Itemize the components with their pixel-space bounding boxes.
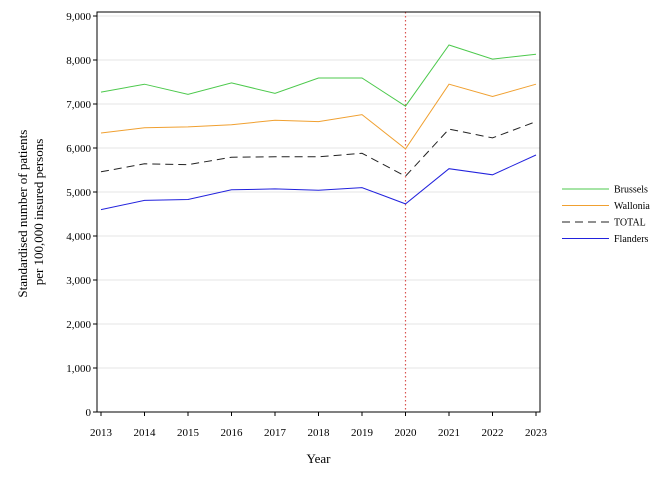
series-lines bbox=[100, 44, 537, 211]
x-tick-label: 2016 bbox=[221, 427, 244, 439]
y-tick-label: 8,000 bbox=[66, 55, 91, 67]
grid-lines bbox=[97, 15, 540, 369]
series-line-wallonia bbox=[100, 83, 537, 150]
x-axis-title: Year bbox=[307, 451, 332, 466]
y-tick-label: 7,000 bbox=[66, 99, 91, 111]
x-tick-label: 2013 bbox=[90, 427, 113, 439]
legend-label-total: TOTAL bbox=[614, 218, 646, 229]
plot-frame bbox=[96, 11, 541, 413]
y-tick-label: 1,000 bbox=[66, 363, 91, 375]
y-tick-label: 4,000 bbox=[66, 231, 91, 243]
x-tick-label: 2021 bbox=[438, 427, 460, 439]
x-tick-label: 2018 bbox=[308, 427, 331, 439]
y-axis-title-line-2: per 100,000 insured persons bbox=[31, 139, 46, 286]
legend-label-flanders: Flanders bbox=[614, 234, 649, 245]
y-tick-label: 2,000 bbox=[66, 319, 91, 331]
x-tick-label: 2014 bbox=[134, 427, 157, 439]
x-tick-label: 2023 bbox=[525, 427, 548, 439]
legend-label-wallonia: Wallonia bbox=[614, 201, 650, 212]
series-line-total bbox=[100, 121, 537, 177]
legend-label-brussels: Brussels bbox=[614, 185, 648, 196]
y-axis-title-line-1: Standardised number of patients bbox=[15, 130, 30, 298]
x-tick-label: 2017 bbox=[264, 427, 287, 439]
y-tick-label: 3,000 bbox=[66, 275, 91, 287]
x-tick-label: 2020 bbox=[395, 427, 418, 439]
series-line-flanders bbox=[100, 154, 537, 211]
series-line-brussels bbox=[100, 44, 537, 107]
y-axis-title: Standardised number of patients per 100,… bbox=[15, 126, 46, 297]
y-tick-label: 5,000 bbox=[66, 187, 91, 199]
y-tick-label: 9,000 bbox=[66, 11, 91, 23]
legend: Brussels Wallonia TOTAL Flanders bbox=[562, 185, 650, 245]
y-tick-label: 6,000 bbox=[66, 143, 91, 155]
x-tick-label: 2022 bbox=[482, 427, 504, 439]
x-tick-label: 2015 bbox=[177, 427, 200, 439]
x-axis: 2013 2014 2015 2016 2017 2018 2019 2020 2021 2022… bbox=[90, 412, 548, 439]
y-tick-label: 0 bbox=[86, 407, 92, 419]
x-tick-label: 2019 bbox=[351, 427, 374, 439]
y-axis: 0 1,000 2,000 3,000 4,000 5,000 6,000 7,000 8,00… bbox=[66, 11, 97, 419]
